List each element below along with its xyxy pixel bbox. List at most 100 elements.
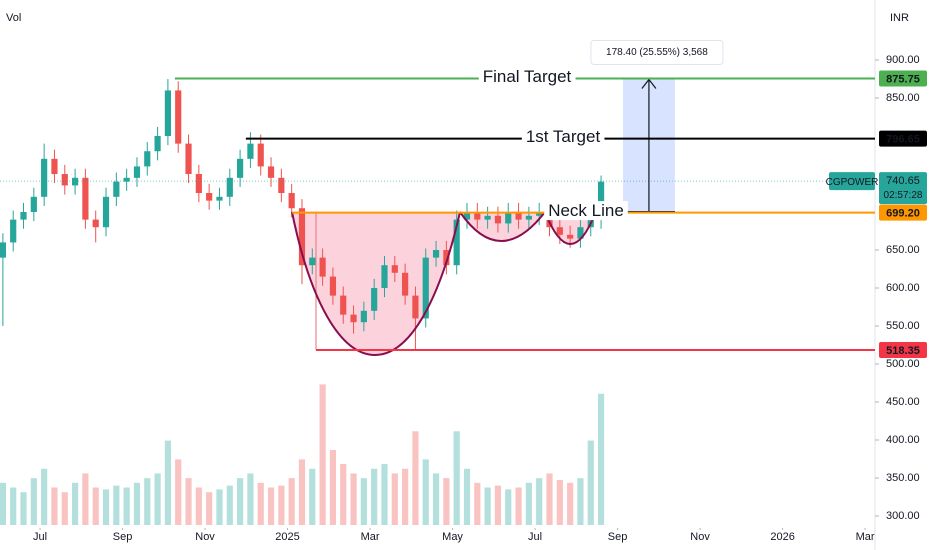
- y-tick-label: 400.00: [886, 434, 920, 446]
- volume-bar: [381, 464, 388, 525]
- candle-body: [329, 276, 337, 296]
- volume-bar: [226, 485, 233, 525]
- volume-bar: [546, 473, 553, 525]
- candle-body: [247, 143, 254, 159]
- x-tick-label: Sep: [608, 531, 628, 543]
- volume-bar: [525, 482, 532, 525]
- symbol-tag: [829, 172, 875, 191]
- price-axis: [875, 0, 932, 550]
- candle-body: [164, 90, 171, 137]
- level-label: Neck Line: [548, 201, 624, 220]
- candle-body: [278, 177, 285, 194]
- volume-bar: [453, 431, 460, 525]
- candle-body: [319, 257, 326, 277]
- volume-bar: [484, 487, 491, 525]
- volume-bar: [587, 440, 594, 525]
- candle-body: [422, 257, 429, 319]
- volume-bar: [402, 468, 409, 525]
- measure-tooltip: [590, 39, 724, 65]
- volume-bar: [350, 473, 357, 525]
- volume-bar: [474, 482, 481, 525]
- volume-bar: [556, 480, 563, 525]
- volume-bar: [71, 482, 79, 525]
- price-tag: [879, 70, 927, 87]
- volume-bar: [185, 478, 192, 525]
- volume-bar: [319, 384, 326, 525]
- measure-label: 178.40 (25.55%) 3,568: [606, 47, 708, 58]
- y-tick-label: 300.00: [886, 510, 920, 522]
- candle-body: [484, 215, 491, 220]
- x-tick-label: Sep: [113, 531, 133, 543]
- volume-label: Vol: [6, 12, 21, 24]
- price-tag-label: 699.20: [886, 208, 920, 220]
- candle-body: [371, 288, 378, 311]
- volume-bar: [102, 489, 110, 525]
- volume-bar: [206, 492, 213, 525]
- candle-body: [443, 250, 450, 266]
- candle-body: [494, 215, 502, 224]
- candle-body: [206, 193, 213, 201]
- volume-bar: [92, 487, 99, 525]
- volume-bar: [278, 485, 285, 525]
- candle-body: [360, 310, 367, 323]
- candle-body: [226, 177, 233, 197]
- volume-bar: [133, 482, 141, 525]
- y-tick-label: 900.00: [886, 54, 920, 66]
- x-tick-label: Jul: [33, 531, 47, 543]
- volume-bar: [247, 473, 254, 525]
- volume-bar: [391, 473, 398, 525]
- candle-body: [102, 196, 110, 228]
- price-tag-label: 518.35: [886, 345, 920, 357]
- volume-bar: [536, 478, 543, 525]
- candle-body: [92, 219, 99, 228]
- candle-body: [556, 227, 563, 235]
- candle-body: [350, 314, 357, 323]
- x-tick-label: 2026: [770, 531, 794, 543]
- candle-body: [412, 295, 419, 319]
- price-tag-label: 796.65: [886, 133, 920, 145]
- candle-body: [597, 181, 605, 220]
- volume-bar: [494, 485, 502, 525]
- countdown: 02:57:28: [884, 190, 923, 201]
- measure-arrowhead: [641, 78, 657, 89]
- volume-bar: [113, 485, 120, 525]
- currency: INR: [890, 12, 909, 24]
- volume-bar: [597, 393, 605, 525]
- volume-bar: [443, 478, 450, 525]
- candle-body: [237, 158, 244, 178]
- last-price-label: 740.65: [886, 175, 920, 187]
- candle-body: [185, 143, 192, 175]
- candle-body: [267, 166, 275, 178]
- level-label: Final Target: [483, 67, 572, 86]
- volume-bar: [30, 478, 37, 525]
- volume-bar: [309, 468, 316, 525]
- last-price-tag: [879, 172, 927, 205]
- x-tick-label: May: [442, 531, 463, 543]
- volume-bar: [20, 492, 27, 525]
- volume-bar: [360, 478, 367, 525]
- candle-body: [30, 196, 37, 213]
- volume-bar: [144, 478, 151, 525]
- level-label-bg: [478, 66, 576, 86]
- candle-body: [525, 215, 532, 220]
- candle-body: [298, 208, 306, 266]
- y-tick-label: 500.00: [886, 358, 920, 370]
- price-tag-label: 875.75: [886, 73, 920, 85]
- volume-bar: [371, 468, 378, 525]
- candle-body: [432, 250, 440, 258]
- volume-bar: [288, 478, 295, 525]
- x-tick-label: Nov: [195, 531, 215, 543]
- candle-body: [309, 257, 316, 266]
- candle-body: [536, 212, 543, 216]
- candle-body: [340, 295, 347, 315]
- candle-body: [515, 212, 522, 220]
- volume-bar: [432, 473, 440, 525]
- candle-body: [381, 265, 388, 289]
- candle-body: [195, 174, 202, 194]
- cup-curve: [291, 211, 461, 357]
- volume-bar: [216, 489, 223, 525]
- candle-body: [175, 90, 182, 144]
- candle-body: [51, 158, 58, 175]
- volume-bar: [298, 459, 306, 525]
